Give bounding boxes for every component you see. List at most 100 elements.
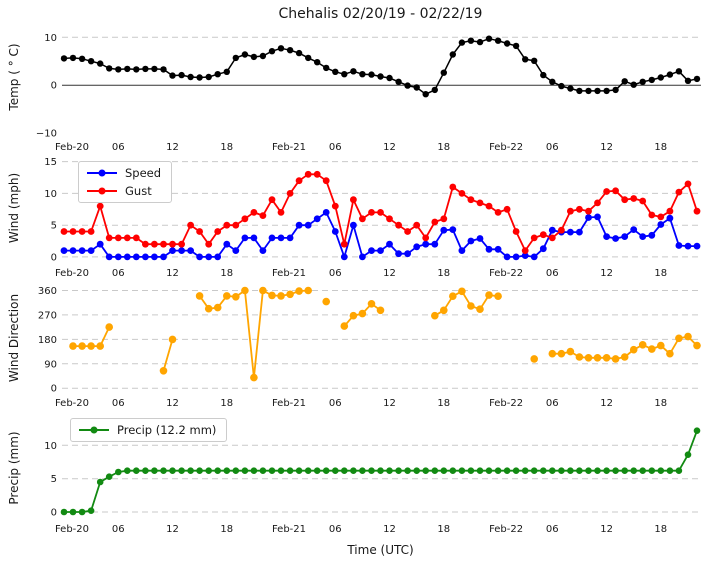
temp-marker bbox=[232, 54, 239, 62]
legend-item-precip: Precip (12.2 mm) bbox=[79, 423, 216, 437]
temp-marker bbox=[476, 38, 484, 46]
precip-marker bbox=[630, 467, 637, 475]
wind-direction-marker bbox=[611, 355, 620, 363]
wind_direction-xtick-label: Feb-22 bbox=[489, 398, 523, 409]
temp-marker bbox=[151, 65, 158, 73]
precip-marker bbox=[268, 467, 276, 475]
gust-marker bbox=[160, 240, 167, 248]
precip-marker bbox=[124, 467, 131, 475]
speed-marker bbox=[142, 253, 149, 261]
temp-xtick-label: 18 bbox=[437, 142, 450, 153]
precip-marker bbox=[133, 467, 140, 475]
gust-marker bbox=[458, 190, 466, 197]
gust-marker bbox=[485, 202, 493, 210]
wind-xtick-label: Feb-20 bbox=[55, 268, 89, 279]
gust-marker bbox=[503, 205, 511, 213]
temp-marker bbox=[404, 82, 411, 89]
temp-marker bbox=[196, 74, 203, 81]
precip-marker bbox=[521, 467, 529, 475]
wind-ytick-label: 10 bbox=[44, 189, 57, 200]
precip-marker bbox=[440, 467, 448, 475]
wind-direction-marker bbox=[566, 347, 575, 356]
precip-marker bbox=[332, 467, 339, 475]
temp-marker bbox=[214, 71, 221, 78]
wind-direction-marker bbox=[548, 349, 557, 358]
precip-legend-marker bbox=[90, 426, 98, 434]
gust-marker bbox=[377, 209, 384, 216]
speed-marker bbox=[69, 247, 77, 255]
speed-marker bbox=[413, 243, 421, 251]
speed-marker bbox=[187, 247, 195, 255]
wind-direction-marker bbox=[638, 341, 647, 349]
gust-marker bbox=[105, 234, 113, 242]
wind-direction-marker bbox=[204, 304, 213, 313]
temp-marker bbox=[78, 55, 86, 62]
gust-marker bbox=[286, 190, 294, 197]
speed-marker bbox=[440, 226, 448, 234]
gust-marker bbox=[521, 247, 529, 255]
temp-marker bbox=[259, 52, 267, 60]
precip-marker bbox=[341, 467, 348, 475]
speed-marker bbox=[377, 247, 384, 255]
precip-xtick-label: 06 bbox=[112, 524, 125, 535]
gust-marker bbox=[123, 234, 131, 242]
precip-marker bbox=[485, 467, 493, 475]
precip-marker bbox=[115, 468, 122, 476]
precip-marker bbox=[567, 467, 574, 475]
wind_direction-xtick-label: 12 bbox=[600, 398, 613, 409]
gust-marker bbox=[666, 207, 674, 215]
gust-marker bbox=[250, 209, 258, 216]
wind-direction-marker bbox=[286, 290, 294, 299]
precip-marker bbox=[151, 467, 158, 475]
temp-xtick-label: 18 bbox=[654, 142, 667, 153]
gust-marker bbox=[350, 196, 357, 204]
speed-marker bbox=[286, 234, 294, 242]
wind-direction-line bbox=[162, 338, 174, 372]
speed-marker bbox=[666, 214, 674, 222]
gust-marker bbox=[675, 188, 683, 196]
gust-marker bbox=[368, 209, 375, 216]
temp-xtick-label: 06 bbox=[546, 142, 559, 153]
gust-marker bbox=[567, 207, 574, 215]
gust-marker bbox=[60, 228, 68, 235]
wind-direction-marker bbox=[195, 292, 204, 300]
wind-direction-marker bbox=[295, 287, 303, 295]
speed-marker bbox=[322, 209, 330, 216]
speed-marker bbox=[277, 234, 285, 242]
precip-marker bbox=[322, 467, 330, 475]
wind-direction-marker bbox=[620, 353, 629, 361]
temp-marker bbox=[305, 54, 312, 62]
temp-marker bbox=[268, 48, 276, 55]
speed-marker bbox=[594, 213, 601, 221]
precip-marker bbox=[250, 467, 258, 475]
precip-marker bbox=[549, 467, 556, 475]
wind_direction-xtick-label: Feb-20 bbox=[55, 398, 89, 409]
precip-marker bbox=[503, 467, 511, 475]
wind-direction-marker bbox=[476, 305, 484, 314]
temp-marker bbox=[603, 87, 610, 95]
precip-marker bbox=[223, 467, 231, 475]
wind_direction-ytick-label: 180 bbox=[38, 335, 57, 346]
gust-marker bbox=[142, 240, 149, 248]
wind-direction-marker bbox=[449, 292, 457, 301]
precip-marker bbox=[359, 467, 366, 475]
gust-marker bbox=[630, 195, 638, 202]
speed-marker bbox=[494, 245, 502, 253]
gust-marker bbox=[268, 196, 276, 204]
speed-marker bbox=[87, 247, 95, 255]
temp-marker bbox=[440, 69, 447, 76]
wind-direction-marker bbox=[250, 373, 258, 382]
gust-marker bbox=[322, 177, 330, 185]
speed-legend-label: Speed bbox=[125, 166, 162, 180]
wind_direction-ytick-label: 270 bbox=[38, 310, 57, 321]
precip-marker bbox=[666, 467, 674, 475]
temp-marker bbox=[223, 68, 230, 76]
temp-marker bbox=[97, 60, 104, 67]
wind_direction-ytick-label: 90 bbox=[44, 359, 57, 370]
gust-marker bbox=[539, 231, 547, 239]
speed-marker bbox=[205, 253, 213, 261]
gust-marker bbox=[422, 234, 430, 242]
gust-marker bbox=[169, 240, 176, 248]
wind-direction-marker bbox=[322, 297, 331, 306]
